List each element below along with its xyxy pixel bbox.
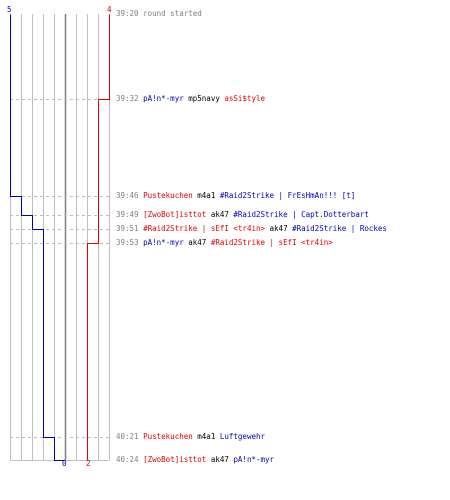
event-text-part: m4a1 — [192, 432, 220, 441]
event-row: 39:53 pA!n*-myr ak47 #Raid2Strike | sEfI… — [116, 238, 333, 247]
event-row: 39:49 [ZwoBot]isttot ak47 #Raid2Strike |… — [116, 210, 369, 219]
event-row: 39:20 round started — [116, 9, 202, 18]
event-text-part: pA!n*-myr — [143, 238, 184, 247]
event-text-part: #Raid2Strike | Capt.Dotterbart — [233, 210, 369, 219]
red-team-start-count: 4 — [107, 5, 112, 14]
event-text-part: #Raid2Strike | FrEsHmAn!!! [t] — [219, 191, 356, 200]
event-text-part: ak47 — [206, 455, 234, 464]
red-team-end-count: 2 — [86, 459, 91, 468]
event-text-part: [ZwoBot]isttot — [143, 210, 207, 219]
event-text-part: asSi$tyle — [224, 94, 266, 103]
event-text-part: ak47 — [183, 238, 211, 247]
event-time: 39:32 — [116, 94, 144, 103]
event-row: 39:32 pA!n*-myr mp5navy asSi$tyle — [116, 94, 265, 103]
event-time: 39:20 — [116, 9, 144, 18]
event-time: 40:21 — [116, 432, 144, 441]
event-row: 40:24 [ZwoBot]isttot ak47 pA!n*-myr — [116, 455, 274, 464]
event-text-part: #Raid2Strike | sEfI <tr4in> — [210, 238, 333, 247]
event-text-part: pA!n*-myr — [233, 455, 275, 464]
event-row: 39:46 Pustekuchen m4a1 #Raid2Strike | Fr… — [116, 191, 355, 200]
event-text-part: ak47 — [206, 210, 234, 219]
event-text-part: m4a1 — [192, 191, 220, 200]
grid-lines — [10, 14, 110, 461]
event-text-part: Luftgewehr — [219, 432, 266, 441]
event-text-part: [ZwoBot]isttot — [143, 455, 207, 464]
blue-team-step-line — [10, 14, 66, 461]
event-time: 39:49 — [116, 210, 144, 219]
event-time: 39:46 — [116, 191, 144, 200]
event-text-part: Pustekuchen — [143, 432, 193, 441]
blue-team-start-count: 5 — [7, 5, 12, 14]
team-step-lines — [10, 14, 110, 461]
event-text-part: ak47 — [265, 224, 293, 233]
event-row: 40:21 Pustekuchen m4a1 Luftgewehr — [116, 432, 265, 441]
blue-team-end-count: 0 — [62, 459, 67, 468]
event-time: 39:51 — [116, 224, 144, 233]
event-text-part: Pustekuchen — [143, 191, 193, 200]
event-text-part: #Raid2Strike | sEfI <tr4in> — [143, 224, 266, 233]
event-text-part: #Raid2Strike | Rockes — [292, 224, 387, 233]
event-time: 39:53 — [116, 238, 144, 247]
event-dash-lines — [10, 99, 112, 461]
event-text-part: mp5navy — [183, 94, 225, 103]
event-text-part: round started — [143, 9, 202, 18]
event-row: 39:51 #Raid2Strike | sEfI <tr4in> ak47 #… — [116, 224, 387, 233]
red-team-step-line — [87, 14, 110, 461]
event-time: 40:24 — [116, 455, 144, 464]
event-text-part: pA!n*-myr — [143, 94, 184, 103]
